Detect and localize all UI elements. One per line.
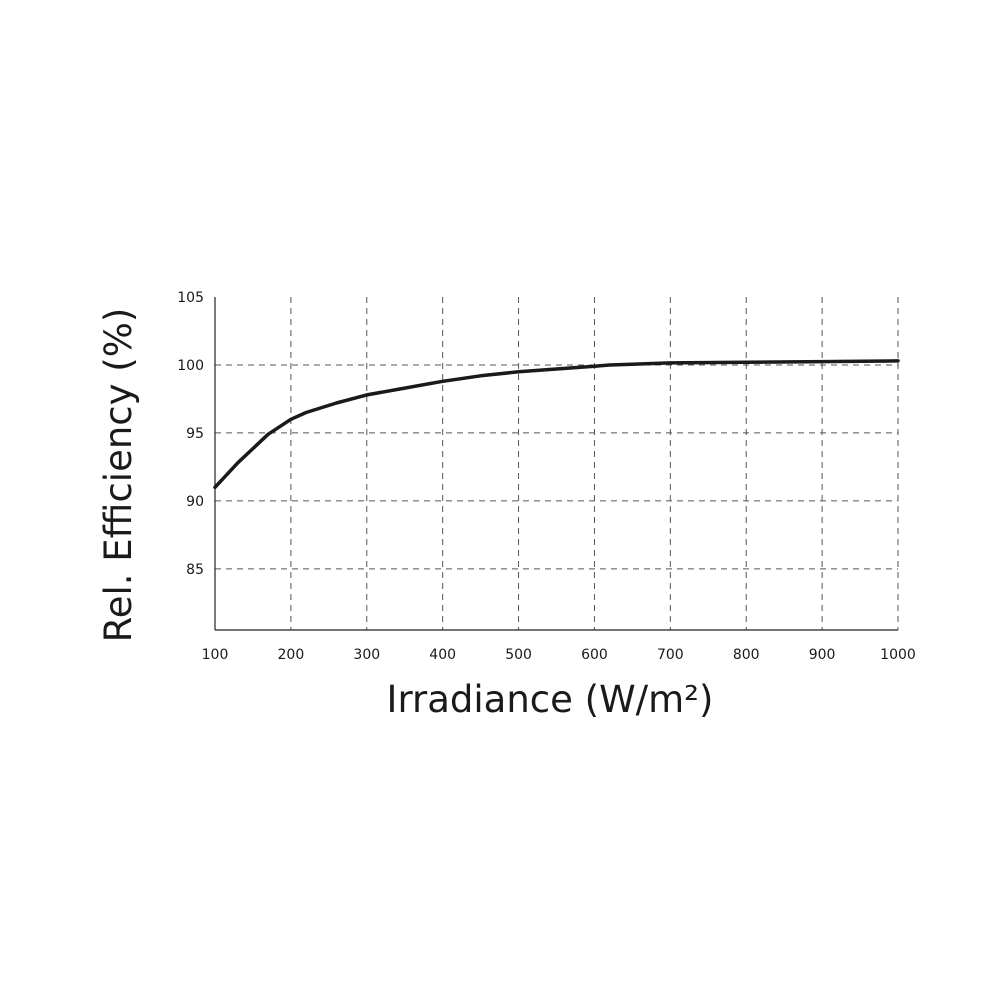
x-tick-label: 700 (657, 647, 684, 663)
x-tick-label: 300 (353, 647, 380, 663)
y-tick-label: 100 (177, 358, 204, 374)
series-group (213, 359, 900, 490)
y-tick-label: 95 (186, 426, 204, 442)
x-tick-label: 900 (809, 647, 836, 663)
y-axis-title: Rel. Efficiency (%) (97, 308, 140, 643)
y-tick-label: 85 (186, 562, 204, 578)
y-tick-labels: 85 90 95 100 105 (177, 290, 204, 578)
x-tick-label: 400 (429, 647, 456, 663)
x-tick-labels: 100 200 300 400 500 600 700 800 900 1000 (202, 647, 916, 663)
x-tick-label: 500 (505, 647, 532, 663)
x-tick-label: 800 (733, 647, 760, 663)
y-tick-label: 90 (186, 494, 204, 510)
efficiency-curve (213, 359, 900, 490)
x-tick-label: 200 (278, 647, 305, 663)
x-tick-label: 1000 (880, 647, 916, 663)
x-axis-title: Irradiance (W/m²) (387, 678, 714, 721)
axes (214, 297, 898, 631)
grid (215, 297, 899, 630)
x-tick-label: 100 (202, 647, 229, 663)
x-tick-label: 600 (581, 647, 608, 663)
y-tick-label: 105 (177, 290, 204, 306)
